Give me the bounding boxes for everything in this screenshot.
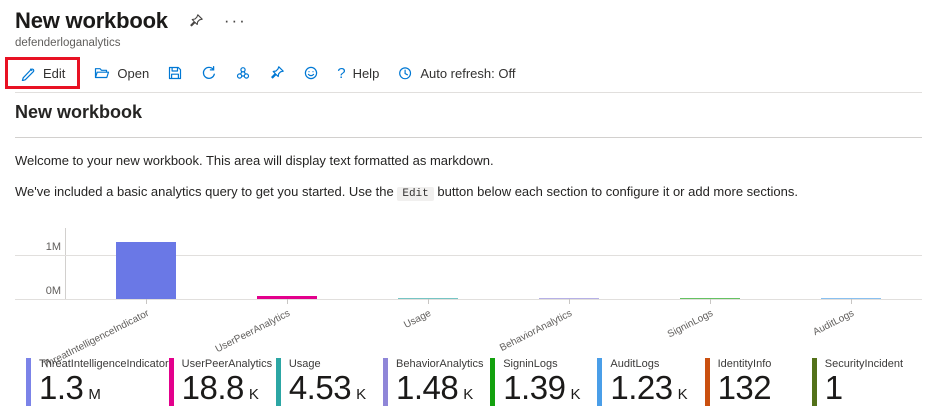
tile-suffix: K	[463, 386, 474, 403]
tile-suffix: K	[570, 386, 581, 403]
tile-label: ThreatIntelligenceIndicator	[39, 358, 169, 370]
chart-bar[interactable]	[539, 298, 600, 299]
tile-accent-bar	[597, 358, 603, 406]
chart-bar[interactable]	[397, 298, 458, 299]
pin-icon[interactable]	[188, 13, 204, 29]
tile-accent-bar	[811, 358, 817, 406]
chart: 1M 0M ThreatIntelligenceIndicator UserPeerA…	[0, 225, 925, 371]
chart-ytick-label: 1M	[45, 241, 61, 253]
tile-suffix: K	[248, 386, 259, 403]
stat-tile[interactable]: SecurityIncident 1	[811, 358, 919, 406]
auto-refresh-label: Auto refresh: Off	[420, 65, 516, 81]
hint-text-after: button below each section to configure i…	[433, 184, 798, 199]
tile-accent-bar	[168, 358, 174, 406]
tile-label: UserPeerAnalytics	[181, 358, 273, 370]
tile-value: 1.39	[503, 369, 566, 406]
edit-code-chip: Edit	[397, 187, 434, 201]
tile-accent-bar	[383, 358, 389, 406]
workspace-name: defenderloganalytics	[15, 37, 121, 49]
edit-annotation-box: Edit	[5, 57, 81, 89]
stat-tile[interactable]: AuditLogs 1.23 K	[597, 358, 704, 406]
tile-label: BehaviorAnalytics	[396, 358, 484, 370]
chart-gridline	[15, 255, 922, 256]
section-heading: New workbook	[15, 102, 143, 122]
page-header: New workbook ··· defenderloganalytics	[0, 0, 925, 49]
tile-label: IdentityInfo	[717, 358, 772, 370]
chart-xtick	[569, 299, 571, 304]
smiley-icon	[303, 65, 319, 81]
help-button[interactable]: ? Help	[337, 65, 379, 82]
folder-icon	[94, 65, 110, 81]
chart-bar[interactable]	[821, 298, 882, 299]
pin-icon	[269, 65, 285, 81]
help-button-label: Help	[352, 65, 380, 81]
chart-xtick	[427, 299, 429, 304]
chart-xtick	[286, 299, 288, 304]
stat-tile[interactable]: BehaviorAnalytics 1.48 K	[383, 358, 490, 406]
stat-tile[interactable]: SigninLogs 1.39 K	[490, 358, 597, 406]
section-divider	[15, 137, 922, 138]
tile-label: AuditLogs	[610, 358, 660, 370]
chart-xtick	[851, 299, 853, 304]
refresh-button[interactable]	[201, 65, 217, 81]
tile-suffix: M	[88, 386, 101, 403]
tile-label: Usage	[288, 358, 321, 370]
chart-y-axis	[65, 228, 66, 299]
toolbar-divider	[15, 92, 922, 93]
stat-tile[interactable]: Usage 4.53 K	[275, 358, 383, 406]
tile-label: SecurityIncident	[824, 358, 904, 370]
chart-bar[interactable]	[256, 296, 317, 299]
tile-value: 132	[717, 369, 772, 406]
chart-ytick-label: 0M	[45, 285, 61, 297]
save-icon	[167, 65, 183, 81]
pin-button[interactable]	[269, 65, 285, 81]
tile-accent-bar	[26, 358, 31, 406]
tile-value: 1.48	[396, 369, 459, 406]
more-options-icon[interactable]: ···	[223, 11, 247, 30]
welcome-text: Welcome to your new workbook. This area …	[15, 153, 494, 168]
edit-button[interactable]: Edit	[20, 65, 65, 81]
toolbar: Edit Open	[0, 54, 925, 92]
share-icon	[235, 65, 251, 81]
tile-accent-bar	[275, 358, 281, 406]
open-button-label: Open	[117, 65, 150, 81]
refresh-icon	[201, 65, 217, 81]
clock-icon	[397, 65, 413, 81]
chart-bar[interactable]	[115, 242, 176, 299]
stat-tile[interactable]: ThreatIntelligenceIndicator 1.3 M	[26, 358, 169, 406]
tile-suffix: K	[356, 386, 367, 403]
save-button[interactable]	[167, 65, 183, 81]
chart-xtick	[710, 299, 712, 304]
tile-value: 4.53	[288, 369, 352, 406]
tiles-row: ThreatIntelligenceIndicator 1.3 M UserPe…	[26, 358, 919, 406]
chart-xtick	[145, 299, 147, 304]
question-mark-icon: ?	[337, 64, 346, 82]
tile-value: 1	[824, 369, 843, 406]
page-title: New workbook	[15, 8, 168, 33]
hint-text: We've included a basic analytics query t…	[15, 184, 798, 201]
share-button[interactable]	[235, 65, 251, 81]
chart-gridline	[15, 299, 922, 300]
edit-button-label: Edit	[43, 65, 66, 81]
tile-value: 18.8	[181, 369, 245, 406]
hint-text-before: We've included a basic analytics query t…	[15, 184, 398, 199]
tile-value: 1.3	[39, 369, 84, 406]
tile-label: SigninLogs	[503, 358, 558, 370]
pencil-icon	[20, 65, 36, 81]
chart-bar[interactable]	[680, 298, 741, 299]
tile-suffix: K	[677, 386, 688, 403]
stat-tile[interactable]: UserPeerAnalytics 18.8 K	[168, 358, 276, 406]
auto-refresh-button[interactable]: Auto refresh: Off	[397, 65, 515, 81]
feedback-button[interactable]	[303, 65, 319, 81]
tile-accent-bar	[704, 358, 710, 406]
tile-accent-bar	[490, 358, 496, 406]
tile-value: 1.23	[610, 369, 673, 406]
stat-tile[interactable]: IdentityInfo 132	[704, 358, 812, 406]
open-button[interactable]: Open	[94, 65, 149, 81]
